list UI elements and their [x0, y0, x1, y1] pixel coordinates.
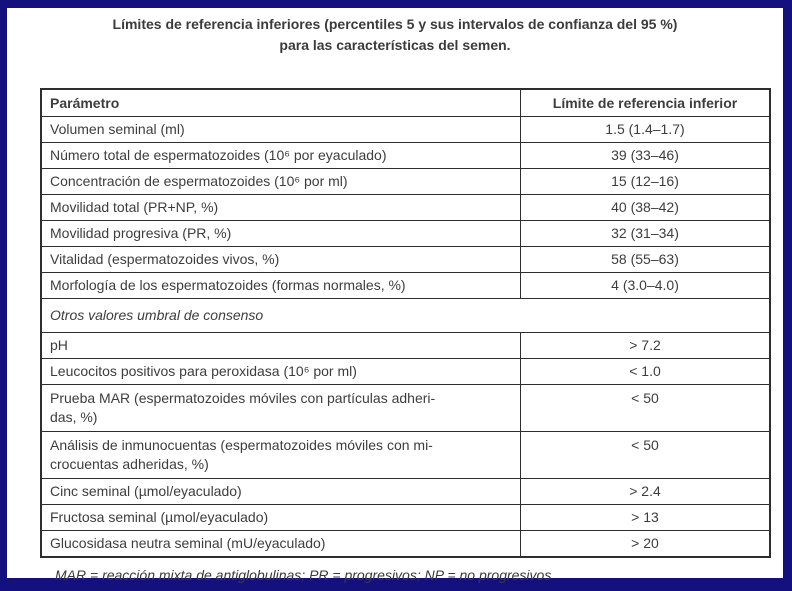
table-row: Cinc seminal (µmol/eyaculado) > 2.4 [40, 478, 771, 505]
table-row: Prueba MAR (espermatozoides móviles con … [40, 384, 771, 432]
value-cell: > 13 [520, 504, 771, 531]
value-cell: 32 (31–34) [520, 220, 771, 247]
value-cell: 15 (12–16) [520, 168, 771, 195]
param-cell: Glucosidasa neutra seminal (mU/eyaculado… [40, 530, 521, 558]
value-cell: 39 (33–46) [520, 142, 771, 169]
param-cell: Volumen seminal (ml) [40, 116, 521, 143]
value-cell: 40 (38–42) [520, 194, 771, 221]
table-row: Morfología de los espermatozoides (forma… [40, 272, 771, 299]
section-label: Otros valores umbral de consenso [40, 298, 771, 333]
figure-title: Límites de referencia inferiores (percen… [112, 16, 678, 53]
section-divider-row: Otros valores umbral de consenso [40, 298, 771, 333]
param-cell: Vitalidad (espermatozoides vivos, %) [40, 246, 521, 273]
param-cell: Número total de espermatozoides (10⁶ por… [40, 142, 521, 169]
table-row: Análisis de inmunocuentas (espermatozoid… [40, 431, 771, 479]
table-row: pH > 7.2 [40, 332, 771, 359]
value-cell: > 2.4 [520, 478, 771, 505]
value-cell: < 50 [520, 384, 771, 432]
parameter-column-header: Parámetro [40, 88, 521, 117]
value-cell: > 7.2 [520, 332, 771, 359]
table-row: Número total de espermatozoides (10⁶ por… [40, 142, 771, 169]
param-cell: Cinc seminal (µmol/eyaculado) [40, 478, 521, 505]
value-cell: < 50 [520, 431, 771, 479]
table-row: Fructosa seminal (µmol/eyaculado) > 13 [40, 504, 771, 531]
param-cell: Análisis de inmunocuentas (espermatozoid… [40, 431, 521, 479]
table-row: Movilidad total (PR+NP, %) 40 (38–42) [40, 194, 771, 221]
param-cell: Movilidad total (PR+NP, %) [40, 194, 521, 221]
table-row: Concentración de espermatozoides (10⁶ po… [40, 168, 771, 195]
abbreviations-footnote: MAR = reacción mixta de antiglobulinas; … [55, 567, 552, 583]
param-cell: pH [40, 332, 521, 359]
table-row: Volumen seminal (ml) 1.5 (1.4–1.7) [40, 116, 771, 143]
value-cell: 4 (3.0–4.0) [520, 272, 771, 299]
param-cell: Morfología de los espermatozoides (forma… [40, 272, 521, 299]
param-cell: Movilidad progresiva (PR, %) [40, 220, 521, 247]
table-row: Glucosidasa neutra seminal (mU/eyaculado… [40, 530, 771, 558]
value-cell: > 20 [520, 530, 771, 558]
limit-column-header: Límite de referencia inferior [520, 88, 771, 117]
value-cell: 1.5 (1.4–1.7) [520, 116, 771, 143]
param-cell: Concentración de espermatozoides (10⁶ po… [40, 168, 521, 195]
param-cell: Leucocitos positivos para peroxidasa (10… [40, 358, 521, 385]
table-row: Leucocitos positivos para peroxidasa (10… [40, 358, 771, 385]
value-cell: 58 (55–63) [520, 246, 771, 273]
table-header-row: Parámetro Límite de referencia inferior [40, 88, 771, 117]
reference-limits-table: Parámetro Límite de referencia inferior … [40, 88, 771, 558]
param-cell: Prueba MAR (espermatozoides móviles con … [40, 384, 521, 432]
table-row: Movilidad progresiva (PR, %) 32 (31–34) [40, 220, 771, 247]
value-cell: < 1.0 [520, 358, 771, 385]
param-cell: Fructosa seminal (µmol/eyaculado) [40, 504, 521, 531]
table-row: Vitalidad (espermatozoides vivos, %) 58 … [40, 246, 771, 273]
